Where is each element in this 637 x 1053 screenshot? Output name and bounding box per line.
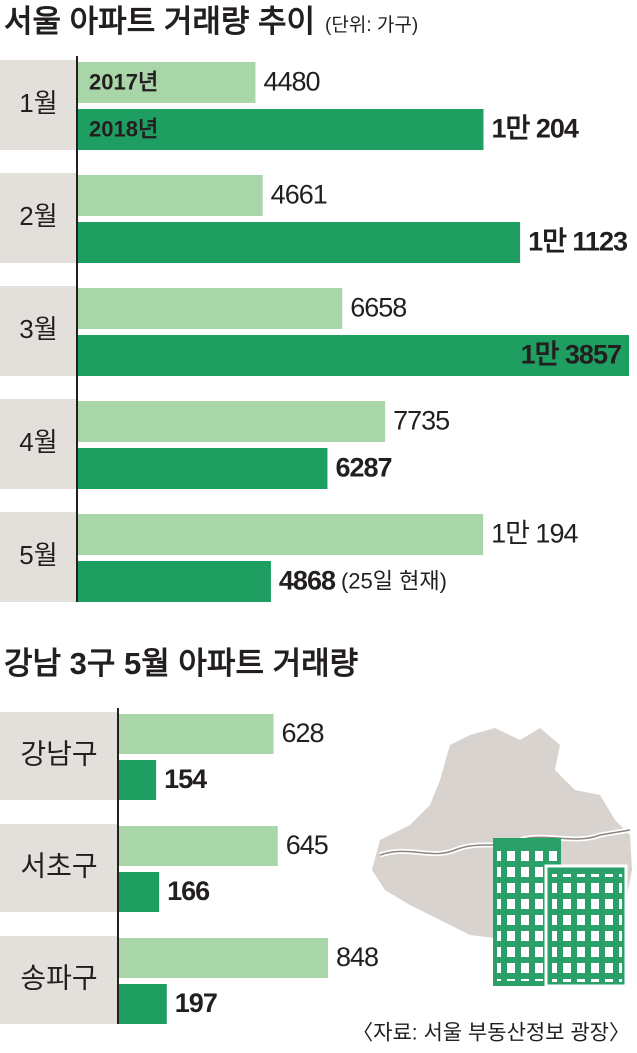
value-label: 154 (164, 764, 207, 794)
category-box (0, 512, 77, 602)
category-box (0, 712, 118, 800)
legend-label: 2017년 (89, 69, 158, 94)
chart-title: 서울 아파트 거래량 추이 (4, 4, 315, 39)
value-label: 6658 (350, 293, 406, 323)
value-label: 7735 (393, 406, 449, 436)
category-box (0, 399, 77, 489)
bar (77, 288, 343, 329)
chart-title: 강남 3구 5월 아파트 거래량 (4, 646, 358, 681)
bar (118, 760, 157, 800)
river-edge (379, 829, 631, 856)
category-box (0, 824, 118, 912)
category-box (0, 286, 77, 376)
value-label: 1만 1123 (528, 227, 628, 257)
category-label: 서초구 (20, 850, 97, 881)
value-label: 4661 (271, 180, 327, 210)
bar (118, 872, 160, 912)
value-label: 1만 3857 (521, 340, 621, 370)
bar (118, 826, 278, 866)
category-label: 2월 (19, 201, 57, 231)
category-box (0, 173, 77, 263)
category-box (0, 936, 118, 1024)
category-label: 송파구 (20, 962, 97, 993)
category-label: 1월 (19, 88, 57, 118)
bar (77, 109, 484, 150)
bar (118, 938, 328, 978)
bar (77, 561, 271, 602)
value-label: 628 (282, 718, 324, 748)
category-label: 4월 (19, 427, 57, 457)
annotation: (25일 현재) (341, 568, 447, 593)
source: 〈자료: 서울 부동산정보 광장〉 (352, 1022, 630, 1045)
category-box (0, 60, 77, 150)
value-label: 166 (167, 876, 210, 906)
bar (77, 62, 256, 103)
category-label: 5월 (19, 540, 57, 570)
bar (77, 401, 386, 442)
value-label: 1만 194 (491, 519, 578, 549)
buildings (493, 838, 628, 988)
value-label: 6287 (335, 453, 391, 483)
bar (77, 448, 328, 489)
legend-label: 2018년 (89, 116, 158, 141)
value-label: 645 (286, 830, 328, 860)
building-windows (552, 874, 622, 982)
value-label: 848 (336, 942, 378, 972)
bar (77, 222, 521, 263)
bar (77, 514, 484, 555)
bar (77, 175, 263, 216)
value-label: 4480 (263, 67, 319, 97)
value-label: 197 (175, 988, 217, 1018)
bar (77, 335, 629, 376)
bar (118, 984, 167, 1024)
value-label: 1만 204 (491, 114, 578, 144)
bar (118, 714, 274, 754)
category-label: 3월 (19, 314, 57, 344)
chart-subtitle: (단위: 가구) (325, 14, 418, 36)
value-label: 4868 (279, 566, 336, 596)
category-label: 강남구 (20, 738, 97, 769)
